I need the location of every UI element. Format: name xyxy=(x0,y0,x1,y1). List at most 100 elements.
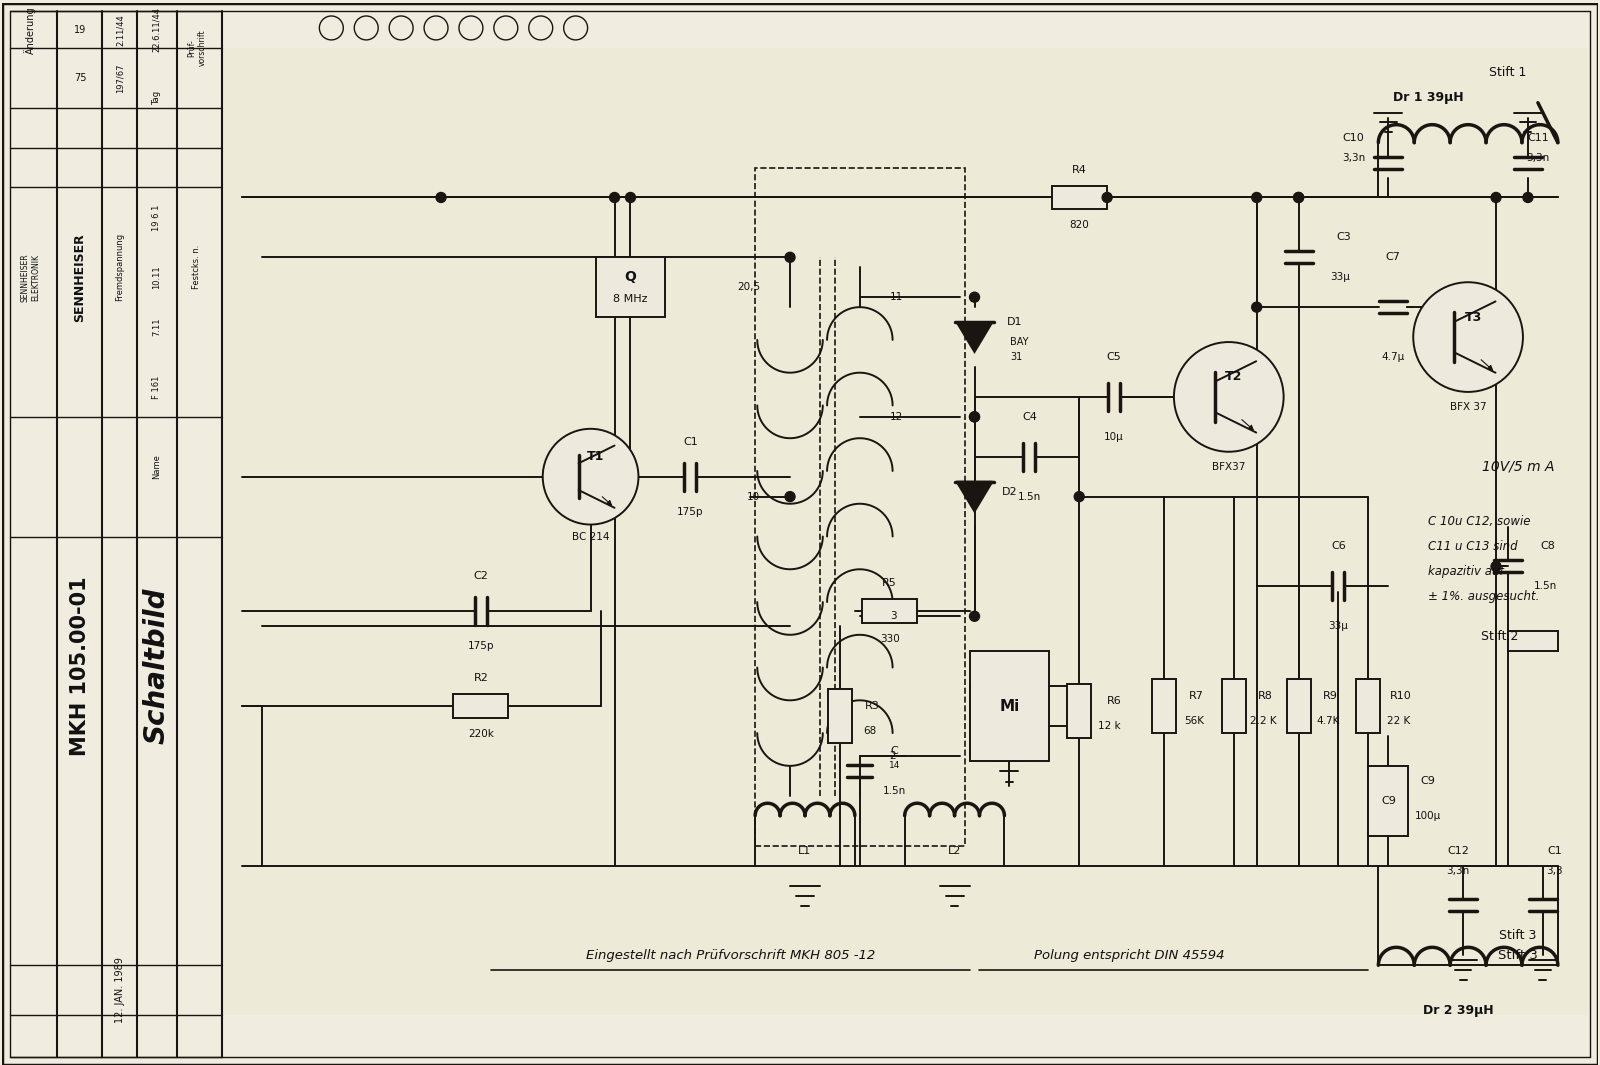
Text: C12: C12 xyxy=(1446,846,1469,855)
Text: SENNHEISER
ELEKTRONIK: SENNHEISER ELEKTRONIK xyxy=(21,252,40,301)
Text: Polung entspricht DIN 45594: Polung entspricht DIN 45594 xyxy=(1034,949,1224,962)
Circle shape xyxy=(542,429,638,525)
Text: 22.6.11/44: 22.6.11/44 xyxy=(152,7,162,52)
Text: 56K: 56K xyxy=(1184,716,1203,726)
Text: 4.7μ: 4.7μ xyxy=(1382,353,1405,362)
Circle shape xyxy=(437,193,446,202)
Text: C2: C2 xyxy=(474,572,488,581)
Text: Stift 2: Stift 2 xyxy=(1480,629,1518,642)
Polygon shape xyxy=(957,481,992,511)
Text: 2.2 K: 2.2 K xyxy=(1250,716,1277,726)
Circle shape xyxy=(1251,302,1262,312)
Text: SENNHEISER: SENNHEISER xyxy=(74,233,86,322)
Circle shape xyxy=(610,193,619,202)
Bar xyxy=(755,167,965,846)
Text: 22 K: 22 K xyxy=(1387,716,1410,726)
Bar xyxy=(862,600,917,623)
Text: MKH 105.00-01: MKH 105.00-01 xyxy=(70,576,90,756)
Circle shape xyxy=(1074,492,1085,502)
Circle shape xyxy=(1293,193,1304,202)
Text: 12 k: 12 k xyxy=(1098,721,1120,731)
Text: Stift 3: Stift 3 xyxy=(1498,949,1538,962)
Text: 4.7K: 4.7K xyxy=(1317,716,1341,726)
Text: 10V/5 m A: 10V/5 m A xyxy=(1482,460,1554,474)
Text: Änderung: Änderung xyxy=(24,6,37,53)
Text: R5: R5 xyxy=(882,578,898,588)
Text: 11: 11 xyxy=(890,292,902,302)
Text: C11: C11 xyxy=(1526,133,1549,143)
Bar xyxy=(1051,185,1107,210)
Text: R2: R2 xyxy=(474,673,488,683)
Text: Name: Name xyxy=(152,455,162,479)
Text: 12. JAN. 1989: 12. JAN. 1989 xyxy=(115,957,125,1023)
Text: 10μ: 10μ xyxy=(1104,431,1123,442)
Text: ± 1%. ausgesucht.: ± 1%. ausgesucht. xyxy=(1429,590,1539,603)
Circle shape xyxy=(1523,193,1533,202)
Text: T3: T3 xyxy=(1464,311,1482,324)
Bar xyxy=(1357,678,1381,734)
Text: 2.11/44: 2.11/44 xyxy=(115,14,125,46)
Bar xyxy=(1152,678,1176,734)
Text: Fremdspannung: Fremdspannung xyxy=(115,233,125,301)
Text: R8: R8 xyxy=(1258,691,1274,701)
Text: 19 6 1: 19 6 1 xyxy=(152,204,162,231)
Text: 12: 12 xyxy=(890,412,902,422)
Circle shape xyxy=(970,292,979,302)
Text: 3: 3 xyxy=(890,611,896,621)
Text: 20,5: 20,5 xyxy=(738,282,760,292)
Circle shape xyxy=(626,193,635,202)
Bar xyxy=(827,689,851,743)
Text: L1: L1 xyxy=(798,846,811,855)
Circle shape xyxy=(1293,193,1304,202)
Text: Dr 2 39μH: Dr 2 39μH xyxy=(1422,1003,1493,1017)
Text: C1: C1 xyxy=(683,437,698,447)
Text: 31: 31 xyxy=(1010,353,1022,362)
Text: C: C xyxy=(891,746,899,756)
Text: Festcks. n.: Festcks. n. xyxy=(192,245,202,290)
Text: 220k: 220k xyxy=(467,728,494,739)
Circle shape xyxy=(1491,193,1501,202)
Bar xyxy=(453,694,509,718)
Text: 7.11: 7.11 xyxy=(152,317,162,337)
Text: 3,3n: 3,3n xyxy=(1342,152,1365,163)
Circle shape xyxy=(970,412,979,422)
Text: Mi: Mi xyxy=(1000,699,1019,714)
Text: Schaltbild: Schaltbild xyxy=(142,588,171,744)
Text: 19: 19 xyxy=(74,24,86,35)
Text: 3,3: 3,3 xyxy=(1547,866,1563,875)
Text: C8: C8 xyxy=(1541,541,1555,552)
Circle shape xyxy=(1491,561,1501,572)
Text: T1: T1 xyxy=(587,450,605,463)
Text: 8 MHz: 8 MHz xyxy=(613,294,648,305)
Text: R10: R10 xyxy=(1389,691,1411,701)
Text: Dr 1 39μH: Dr 1 39μH xyxy=(1394,92,1464,104)
Circle shape xyxy=(970,412,979,422)
Circle shape xyxy=(1251,193,1262,202)
Text: C 10u C12, sowie: C 10u C12, sowie xyxy=(1429,515,1531,528)
Text: 1.5n: 1.5n xyxy=(1018,492,1042,502)
Circle shape xyxy=(1174,342,1283,452)
Text: 197/67: 197/67 xyxy=(115,63,125,93)
Text: kapazitiv auf: kapazitiv auf xyxy=(1429,564,1504,578)
Bar xyxy=(1507,632,1558,651)
Text: 33μ: 33μ xyxy=(1328,621,1349,632)
Text: Eingestellt nach Prüfvorschrift MKH 805 -12: Eingestellt nach Prüfvorschrift MKH 805 … xyxy=(586,949,875,962)
Text: T2: T2 xyxy=(1226,371,1243,383)
Text: C7: C7 xyxy=(1386,252,1400,262)
Text: D1: D1 xyxy=(1006,317,1022,327)
Text: Tag: Tag xyxy=(152,91,162,104)
Bar xyxy=(1368,766,1408,836)
Bar xyxy=(970,651,1050,760)
Text: BAY: BAY xyxy=(1010,337,1029,347)
Circle shape xyxy=(1413,282,1523,392)
Bar xyxy=(1222,678,1246,734)
Text: 3,3n: 3,3n xyxy=(1526,152,1549,163)
Text: 3,3n: 3,3n xyxy=(1446,866,1470,875)
Text: Stift 3: Stift 3 xyxy=(1499,929,1536,941)
Text: C11 u C13 sind: C11 u C13 sind xyxy=(1429,540,1518,553)
Text: BFX 37: BFX 37 xyxy=(1450,402,1486,412)
Text: R4: R4 xyxy=(1072,165,1086,175)
Circle shape xyxy=(1102,193,1112,202)
Text: BC 214: BC 214 xyxy=(571,531,610,541)
Circle shape xyxy=(786,492,795,502)
